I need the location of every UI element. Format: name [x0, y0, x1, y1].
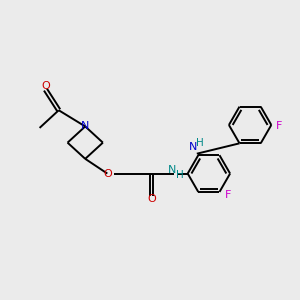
Text: N: N	[81, 121, 89, 130]
Text: N: N	[189, 142, 197, 152]
Text: O: O	[147, 194, 156, 204]
Text: H: H	[196, 137, 204, 148]
Text: H: H	[176, 170, 184, 180]
Text: F: F	[224, 190, 231, 200]
Text: O: O	[41, 81, 50, 91]
Text: N: N	[168, 165, 176, 175]
Text: F: F	[276, 122, 283, 131]
Text: O: O	[103, 169, 112, 178]
